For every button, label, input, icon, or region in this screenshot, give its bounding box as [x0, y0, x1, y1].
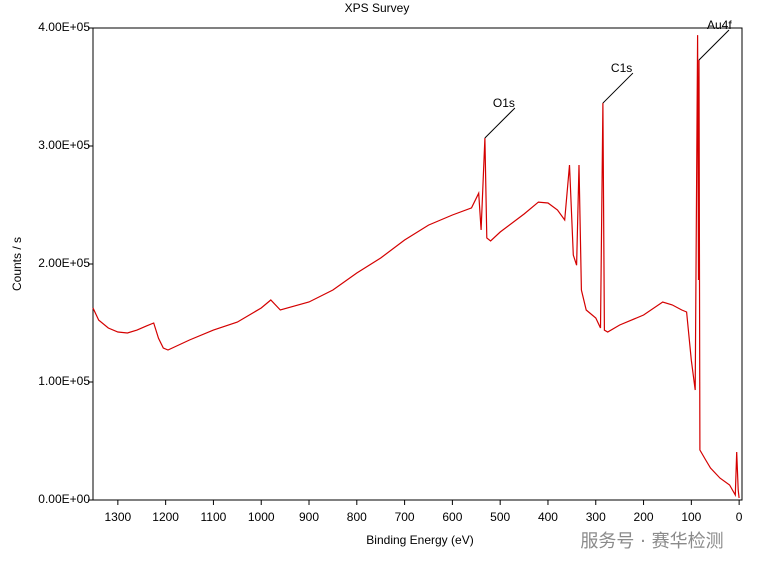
- x-tick-label: 1000: [248, 510, 275, 524]
- y-tick-label: 3.00E+05: [38, 138, 90, 152]
- x-tick-label: 0: [736, 510, 743, 524]
- x-tick-label: 900: [299, 510, 319, 524]
- x-tick-label: 500: [490, 510, 510, 524]
- x-axis-title: Binding Energy (eV): [366, 533, 473, 547]
- annotation-leader: [698, 29, 730, 61]
- annotation-leader: [484, 107, 516, 139]
- annotation-label: O1s: [493, 96, 515, 110]
- x-tick-label: 400: [538, 510, 558, 524]
- x-tick-label: 300: [586, 510, 606, 524]
- plot-frame: [92, 27, 743, 501]
- x-tick-label: 600: [442, 510, 462, 524]
- y-tick-label: 1.00E+05: [38, 374, 90, 388]
- annotation-label: C1s: [611, 61, 632, 75]
- x-tick-label: 100: [681, 510, 701, 524]
- x-tick-label: 700: [395, 510, 415, 524]
- chart-title: XPS Survey: [345, 1, 410, 15]
- annotation-leader: [602, 72, 634, 104]
- y-tick-label: 2.00E+05: [38, 256, 90, 270]
- x-tick-label: 200: [634, 510, 654, 524]
- y-tick-label: 4.00E+05: [38, 20, 90, 34]
- y-axis-title: Counts / s: [10, 237, 24, 291]
- x-tick-label: 800: [347, 510, 367, 524]
- y-tick-label: 0.00E+00: [38, 492, 90, 506]
- x-tick-label: 1100: [201, 510, 227, 524]
- annotation-label: Au4f: [707, 18, 732, 32]
- x-tick-label: 1300: [104, 510, 131, 524]
- watermark: 服务号 · 赛华检测: [580, 531, 723, 552]
- x-tick-label: 1200: [152, 510, 179, 524]
- spectrum-line: [92, 35, 740, 499]
